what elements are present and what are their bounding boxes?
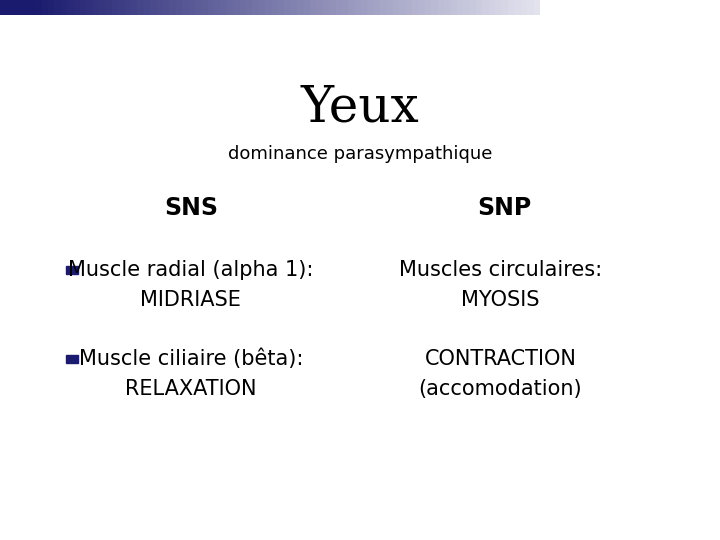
FancyBboxPatch shape [297,0,305,15]
FancyBboxPatch shape [425,0,433,15]
FancyBboxPatch shape [323,0,330,15]
FancyBboxPatch shape [112,0,120,15]
Text: Muscles circulaires:: Muscles circulaires: [399,260,602,280]
FancyBboxPatch shape [476,0,484,15]
FancyBboxPatch shape [534,0,541,15]
FancyBboxPatch shape [0,0,36,15]
FancyBboxPatch shape [406,0,413,15]
FancyBboxPatch shape [464,0,471,15]
Text: SNP: SNP [477,196,531,220]
FancyBboxPatch shape [374,0,382,15]
FancyBboxPatch shape [66,355,78,363]
FancyBboxPatch shape [66,266,78,274]
FancyBboxPatch shape [189,0,197,15]
FancyBboxPatch shape [29,0,37,15]
FancyBboxPatch shape [521,0,528,15]
FancyBboxPatch shape [482,0,490,15]
FancyBboxPatch shape [176,0,184,15]
FancyBboxPatch shape [304,0,311,15]
FancyBboxPatch shape [527,0,535,15]
FancyBboxPatch shape [469,0,477,15]
FancyBboxPatch shape [86,0,94,15]
FancyBboxPatch shape [157,0,164,15]
FancyBboxPatch shape [131,0,139,15]
FancyBboxPatch shape [80,0,88,15]
FancyBboxPatch shape [361,0,369,15]
FancyBboxPatch shape [0,0,11,8]
Text: MYOSIS: MYOSIS [461,289,540,310]
FancyBboxPatch shape [355,0,362,15]
FancyBboxPatch shape [329,0,337,15]
Text: RELAXATION: RELAXATION [125,379,256,399]
FancyBboxPatch shape [67,0,75,15]
FancyBboxPatch shape [316,0,324,15]
FancyBboxPatch shape [380,0,388,15]
FancyBboxPatch shape [265,0,273,15]
Text: dominance parasympathique: dominance parasympathique [228,145,492,163]
FancyBboxPatch shape [540,0,720,15]
FancyBboxPatch shape [310,0,318,15]
FancyBboxPatch shape [502,0,510,15]
FancyBboxPatch shape [233,0,241,15]
FancyBboxPatch shape [105,0,113,15]
FancyBboxPatch shape [457,0,465,15]
FancyBboxPatch shape [93,0,101,15]
FancyBboxPatch shape [412,0,420,15]
Text: Muscle ciliaire (bêta):: Muscle ciliaire (bêta): [78,349,303,369]
FancyBboxPatch shape [35,0,43,15]
Text: MIDRIASE: MIDRIASE [140,289,241,310]
Text: (accomodation): (accomodation) [418,379,582,399]
FancyBboxPatch shape [144,0,152,15]
FancyBboxPatch shape [259,0,266,15]
FancyBboxPatch shape [431,0,439,15]
FancyBboxPatch shape [48,0,56,15]
FancyBboxPatch shape [150,0,158,15]
FancyBboxPatch shape [367,0,375,15]
FancyBboxPatch shape [99,0,107,15]
FancyBboxPatch shape [271,0,279,15]
FancyBboxPatch shape [291,0,299,15]
FancyBboxPatch shape [246,0,254,15]
FancyBboxPatch shape [125,0,132,15]
FancyBboxPatch shape [253,0,261,15]
FancyBboxPatch shape [220,0,228,15]
FancyBboxPatch shape [169,0,177,15]
FancyBboxPatch shape [214,0,222,15]
FancyBboxPatch shape [342,0,350,15]
Text: SNS: SNS [164,196,218,220]
FancyBboxPatch shape [451,0,459,15]
FancyBboxPatch shape [73,0,81,15]
FancyBboxPatch shape [508,0,516,15]
FancyBboxPatch shape [138,0,145,15]
FancyBboxPatch shape [60,0,68,15]
FancyBboxPatch shape [202,0,209,15]
FancyBboxPatch shape [195,0,203,15]
FancyBboxPatch shape [336,0,343,15]
Text: Yeux: Yeux [301,83,419,133]
FancyBboxPatch shape [348,0,356,15]
FancyBboxPatch shape [227,0,235,15]
FancyBboxPatch shape [182,0,190,15]
FancyBboxPatch shape [514,0,522,15]
FancyBboxPatch shape [495,0,503,15]
FancyBboxPatch shape [444,0,452,15]
FancyBboxPatch shape [387,0,395,15]
FancyBboxPatch shape [42,0,50,15]
FancyBboxPatch shape [55,0,62,15]
FancyBboxPatch shape [400,0,408,15]
FancyBboxPatch shape [207,0,215,15]
FancyBboxPatch shape [278,0,286,15]
FancyBboxPatch shape [240,0,248,15]
FancyBboxPatch shape [118,0,126,15]
FancyBboxPatch shape [163,0,171,15]
Text: Muscle radial (alpha 1):: Muscle radial (alpha 1): [68,260,313,280]
FancyBboxPatch shape [284,0,292,15]
FancyBboxPatch shape [393,0,401,15]
FancyBboxPatch shape [489,0,497,15]
Text: CONTRACTION: CONTRACTION [425,349,576,369]
FancyBboxPatch shape [438,0,446,15]
FancyBboxPatch shape [418,0,426,15]
